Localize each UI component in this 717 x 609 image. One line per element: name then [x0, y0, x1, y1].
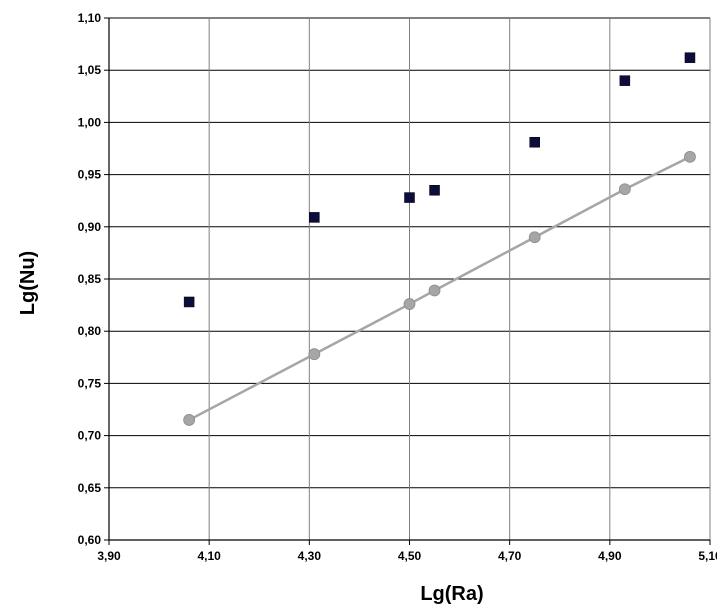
series-1: [183, 52, 696, 308]
data-point: [684, 52, 696, 63]
y-tick-label: 1,05: [78, 63, 102, 77]
y-tick-label: 0,90: [78, 220, 102, 234]
x-tick-label: 4,10: [197, 549, 221, 563]
data-point: [183, 414, 196, 426]
y-tick-label: 1,00: [78, 115, 102, 129]
grid: [104, 17, 711, 545]
y-tick-label: 0,85: [78, 272, 102, 286]
x-tick-label: 4,50: [398, 549, 422, 563]
y-tick-label: 0,60: [78, 533, 102, 547]
tick-labels: 0,60 0,65 0,70 0,75 0,80 0,85 0,90 0,95 1,00 1,05…: [78, 11, 717, 563]
x-tick-label: 3,90: [97, 549, 121, 563]
data-point: [619, 75, 631, 86]
data-point: [403, 298, 416, 310]
series-2: [183, 150, 696, 426]
y-tick-label: 0,80: [78, 324, 102, 338]
x-tick-label: 4,90: [598, 549, 622, 563]
data-point: [183, 296, 195, 308]
data-point: [308, 348, 321, 361]
data-point: [529, 136, 540, 148]
y-tick-label: 0,95: [78, 168, 102, 182]
data-point: [404, 192, 415, 203]
data-point: [309, 212, 320, 223]
data-point: [528, 231, 541, 244]
data-point: [428, 284, 441, 297]
x-tick-label: 4,70: [498, 549, 522, 563]
x-tick-label: 5,10: [698, 549, 717, 563]
series-layer: [183, 52, 696, 426]
x-tick-label: 4,30: [298, 549, 322, 563]
y-tick-label: 1,10: [78, 11, 102, 25]
x-axis-title: Lg(Ra): [420, 583, 483, 605]
data-point: [684, 150, 696, 163]
data-point: [618, 183, 631, 196]
y-tick-label: 0,70: [78, 429, 102, 443]
y-tick-label: 0,75: [78, 376, 102, 390]
data-point: [429, 185, 440, 196]
y-tick-label: 0,65: [78, 481, 102, 495]
y-axis-title: Lg(Nu): [17, 251, 39, 315]
